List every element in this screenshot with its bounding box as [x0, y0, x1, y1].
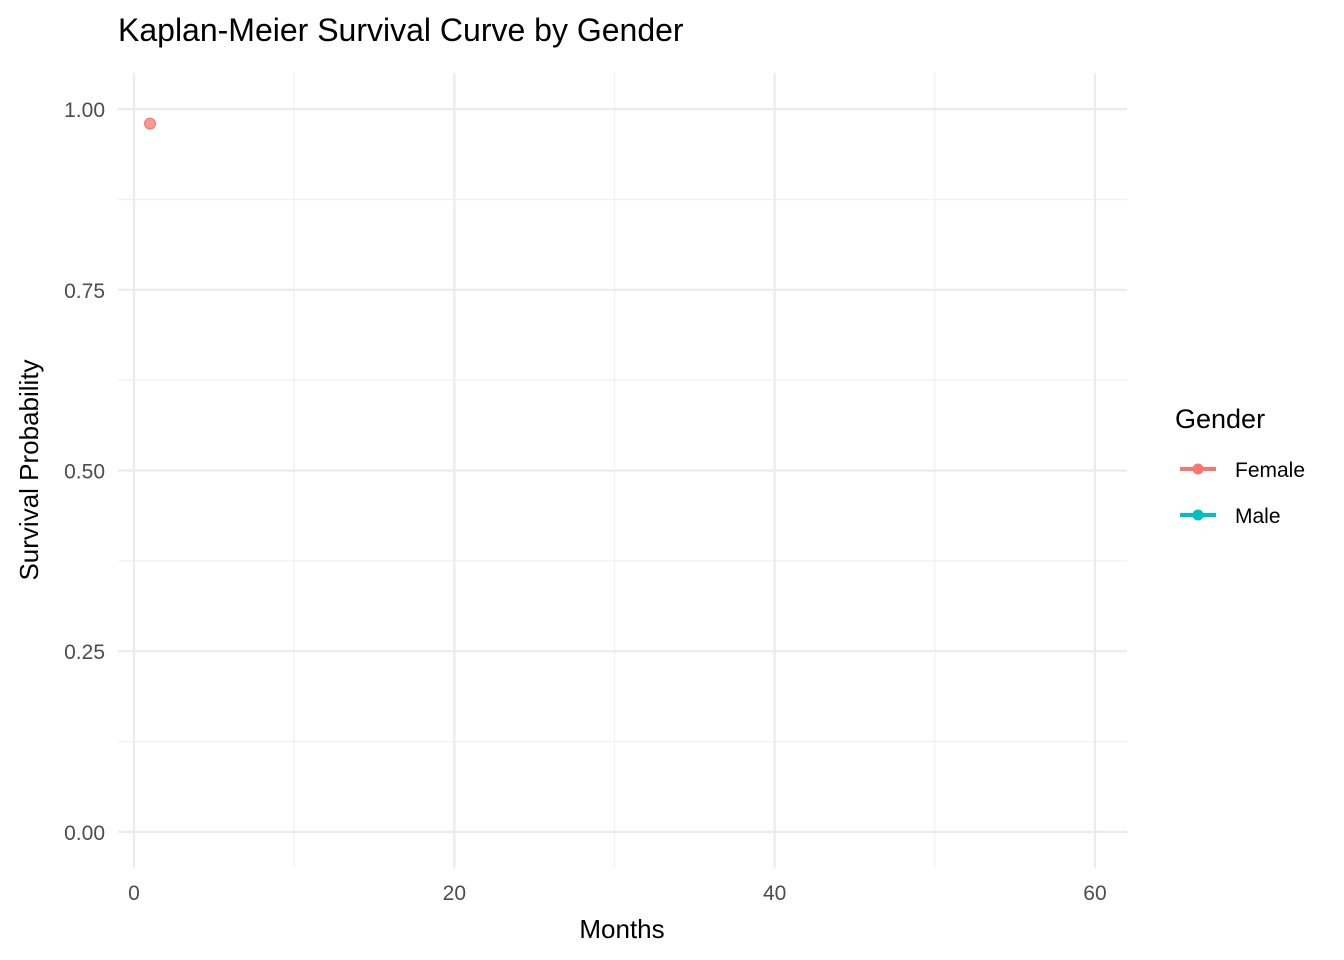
- y-tick-label: 0.75: [64, 280, 105, 303]
- legend-key-point: [1192, 463, 1204, 475]
- x-tick-label: 40: [763, 882, 786, 905]
- y-tick-label: 0.50: [64, 461, 105, 484]
- y-tick-label: 1.00: [64, 99, 105, 122]
- legend-label: Female: [1235, 459, 1305, 482]
- legend-label: Male: [1235, 505, 1281, 528]
- x-tick-label: 20: [443, 882, 466, 905]
- legend: Gender Female Male: [1175, 404, 1305, 528]
- y-tick-label: 0.25: [64, 641, 105, 664]
- chart-title: Kaplan-Meier Survival Curve by Gender: [118, 12, 684, 48]
- x-tick-label: 60: [1083, 882, 1106, 905]
- series-layer: [144, 117, 157, 130]
- y-tick-label: 0.00: [64, 822, 105, 845]
- legend-entries: Female Male: [1180, 459, 1305, 528]
- legend-key-point: [1192, 509, 1204, 521]
- major-gridlines: [118, 73, 1127, 868]
- x-tick-label: 0: [128, 882, 140, 905]
- legend-title: Gender: [1175, 404, 1265, 434]
- data-point: [144, 117, 157, 130]
- y-axis-title: Survival Probability: [14, 359, 44, 580]
- y-tick-labels: 0.00 0.25 0.50 0.75 1.00: [64, 99, 105, 845]
- x-axis-title: Months: [579, 914, 664, 944]
- x-tick-labels: 0 20 40 60: [128, 882, 1106, 905]
